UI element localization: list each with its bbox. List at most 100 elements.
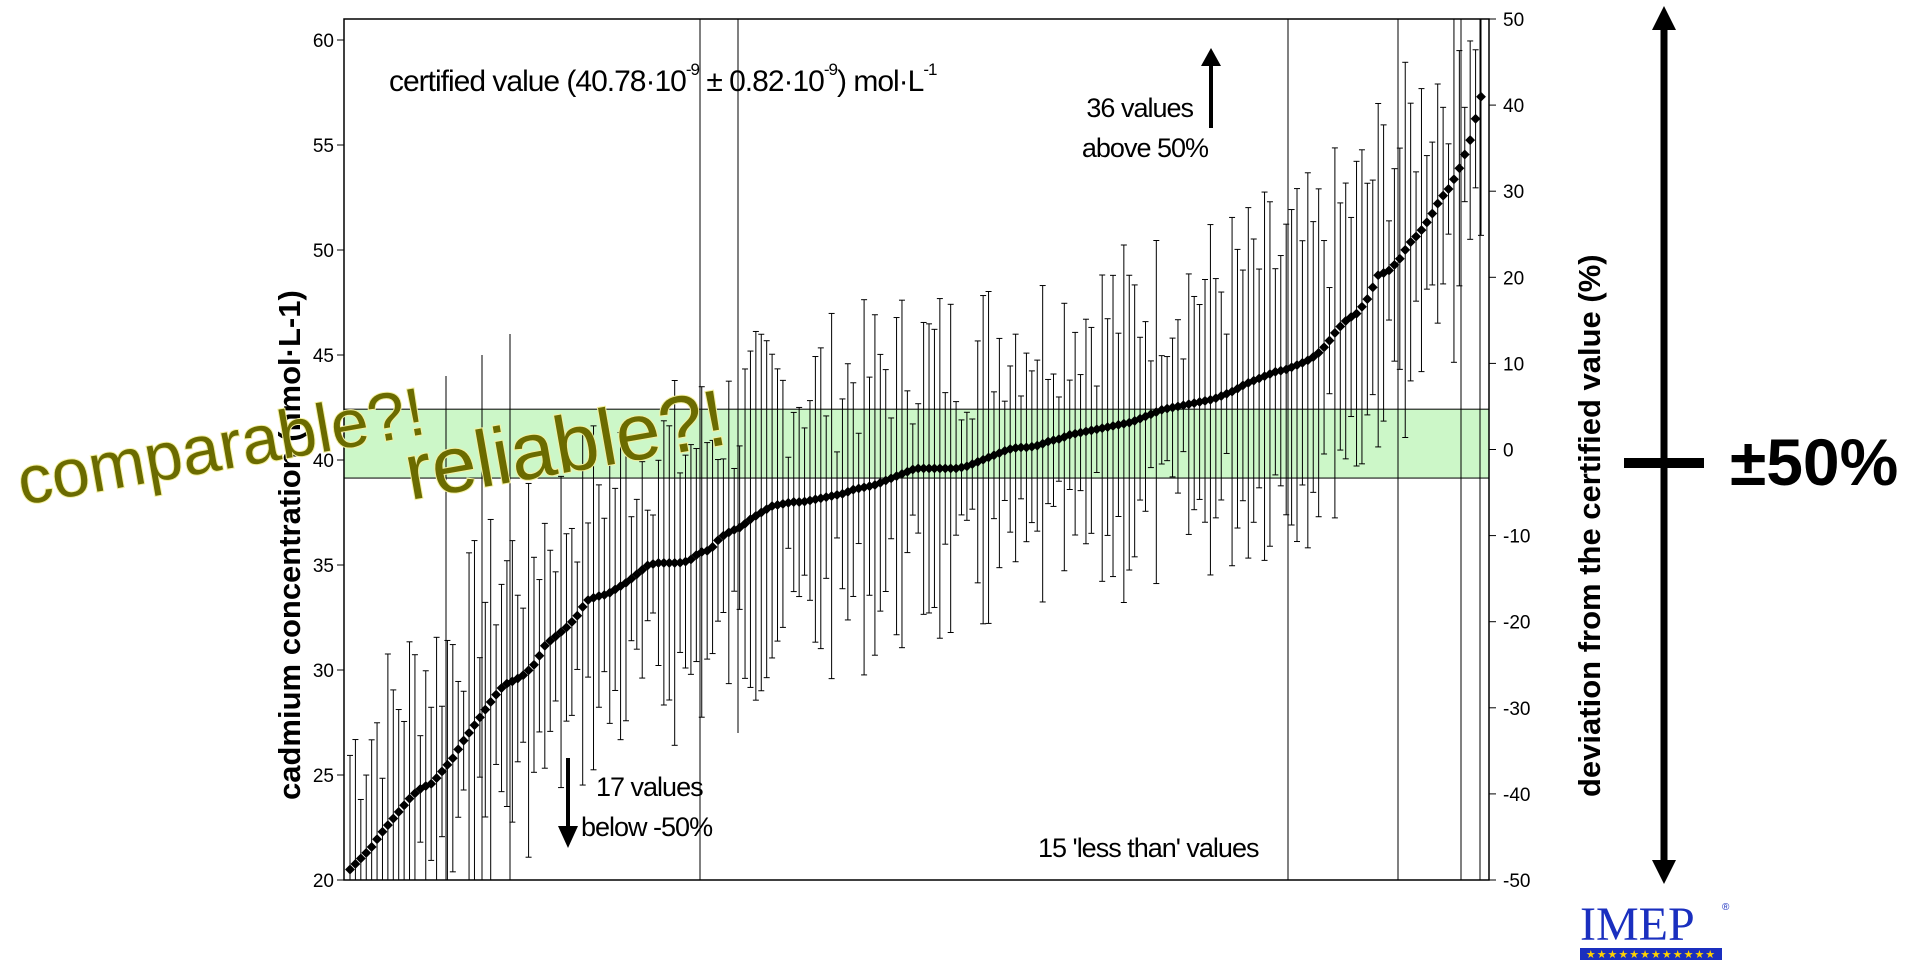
y-tick-label: 60: [313, 31, 334, 52]
data-point: [366, 842, 377, 852]
y-tick-label: 45: [313, 346, 334, 367]
y-right-tick-label: -40: [1503, 785, 1530, 806]
data-point: [1351, 308, 1362, 319]
data-point: [539, 640, 550, 651]
data-point: [350, 859, 361, 869]
data-point: [447, 753, 458, 764]
reliable-overlay-text: reliable?!: [397, 373, 732, 517]
data-point: [382, 820, 393, 831]
data-point: [1443, 184, 1454, 194]
data-point: [940, 463, 951, 474]
data-point: [1335, 321, 1346, 332]
y-tick-label: 55: [313, 136, 334, 157]
data-point: [1329, 327, 1340, 338]
data-point: [658, 557, 669, 568]
data-point: [534, 650, 545, 661]
data-point: [1356, 301, 1367, 312]
data-point: [929, 463, 940, 474]
data-point: [431, 773, 442, 784]
y-right-tick-label: 20: [1503, 268, 1524, 289]
data-point: [1459, 149, 1470, 160]
data-point: [529, 659, 539, 670]
below-annotation: 17 values below -50%: [558, 758, 714, 848]
y-right-tick-label: -50: [1503, 871, 1530, 892]
data-point: [664, 557, 675, 568]
range-arrow-down-icon: [1652, 860, 1676, 884]
y-right-tick-label: -20: [1503, 613, 1530, 634]
data-point: [1394, 253, 1405, 264]
data-point: [713, 535, 723, 546]
data-point: [945, 463, 956, 474]
right-axis-ticks: -50 -40 -30 -20 -10 0 10 20 30 40 50: [1489, 10, 1530, 892]
y-axis-title: cadmium concentration (nmol·L-1): [272, 290, 307, 800]
down-arrow-head-icon: [558, 826, 578, 848]
imep-logo: IMEP ★★★★★★★★★★★★ ®: [1580, 898, 1730, 961]
data-point: [572, 610, 583, 621]
range-arrow-up-icon: [1652, 6, 1676, 30]
data-point: [485, 696, 496, 707]
data-point: [442, 759, 453, 770]
y-tick-label: 50: [313, 241, 334, 262]
data-point: [1324, 335, 1335, 346]
left-axis-ticks: 20 25 30 35 40 45 50 55 60: [313, 31, 344, 892]
data-point: [1438, 190, 1449, 201]
data-point: [480, 704, 491, 715]
data-point: [794, 497, 805, 507]
up-arrow-head-icon: [1201, 48, 1221, 66]
data-point: [1362, 294, 1373, 305]
data-point: [924, 463, 934, 474]
y-right-tick-label: 0: [1503, 441, 1514, 462]
y-tick-label: 40: [313, 451, 334, 472]
y-axis-title-text: cadmium concentration (nmol·L-1): [272, 290, 307, 800]
data-point: [707, 542, 718, 552]
data-point: [464, 727, 475, 738]
data-series: [345, 18, 1486, 881]
data-point: [453, 744, 464, 755]
below-text-label: below -50%: [581, 812, 713, 842]
data-point: [361, 847, 372, 858]
data-point: [458, 735, 469, 746]
above-annotation: 36 values above 50%: [1082, 48, 1221, 163]
imep-logo-stars: ★★★★★★★★★★★★: [1586, 949, 1716, 961]
y-right-tick-label: 50: [1503, 10, 1524, 31]
data-point: [437, 766, 447, 777]
registered-mark: ®: [1722, 902, 1730, 913]
data-point: [388, 813, 399, 824]
data-point: [469, 720, 480, 731]
data-point: [1427, 208, 1438, 219]
data-point: [669, 557, 680, 568]
y-tick-label: 30: [313, 661, 334, 682]
data-point: [355, 853, 366, 864]
data-point: [653, 557, 664, 568]
data-point: [1411, 231, 1422, 242]
data-point: [491, 689, 502, 700]
data-point: [404, 793, 415, 804]
data-point: [1476, 91, 1486, 102]
data-point: [561, 622, 572, 633]
data-point: [1421, 217, 1432, 228]
data-point: [918, 463, 929, 474]
less-than-label: 15 'less than' values: [1038, 833, 1259, 863]
data-point: [1016, 442, 1026, 453]
y-tick-label: 20: [313, 871, 334, 892]
imep-logo-bar: [1580, 948, 1722, 960]
certified-label-unit: ) mol·L: [837, 65, 924, 98]
y-right-tick-label: 10: [1503, 354, 1524, 375]
data-point: [426, 778, 437, 789]
data-point: [788, 497, 799, 507]
data-point: [523, 665, 534, 676]
data-point: [1405, 237, 1416, 247]
certified-value-label: certified value (40.78·10-9 ± 0.82·10-9)…: [389, 60, 937, 98]
comparable-overlay-text: comparable?!: [11, 373, 430, 519]
y-axis-right-title: deviation from the certified value (%): [1572, 254, 1607, 797]
data-point: [1470, 113, 1481, 124]
y-tick-label: 35: [313, 556, 334, 577]
data-point: [913, 463, 924, 474]
certified-label-sup1: -9: [686, 60, 700, 79]
certified-label-main: certified value (40.78·10: [389, 65, 686, 98]
range-label: ±50%: [1730, 425, 1898, 499]
data-point: [1384, 265, 1394, 276]
y-right-tick-label: -30: [1503, 699, 1530, 720]
range-arrow: ±50%: [1624, 6, 1898, 884]
data-point: [518, 670, 529, 681]
